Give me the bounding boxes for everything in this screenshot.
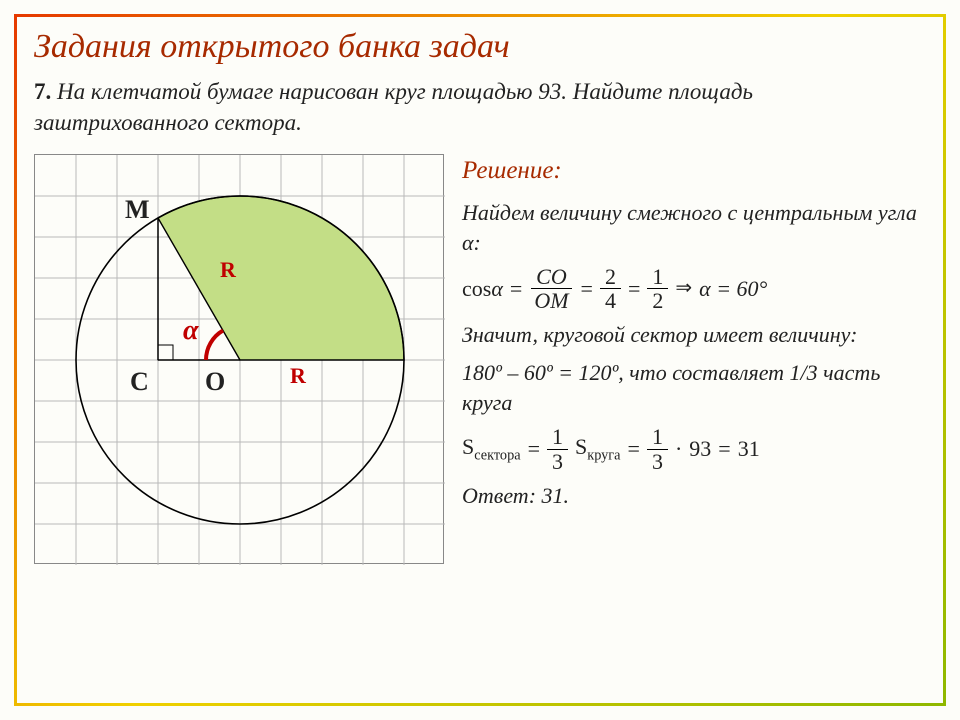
answer-value: 31. <box>542 483 570 508</box>
area-res: 31 <box>738 434 760 464</box>
solution-line2: Значит, круговой сектор имеет величину: <box>462 320 926 350</box>
geometry-figure: M C О R R α <box>34 154 444 564</box>
solution-heading: Решение: <box>462 154 926 188</box>
equals-icon: = <box>581 274 593 304</box>
frac-co-om: CO OM <box>529 265 573 312</box>
cos-lhs: cosα <box>462 274 503 304</box>
solution-column: Решение: Найдем величину смежного с цент… <box>462 154 926 564</box>
area-val: 93 <box>689 434 711 464</box>
label-r2: R <box>290 363 306 389</box>
alpha-result: α = 60° <box>699 274 767 304</box>
label-alpha: α <box>183 315 199 347</box>
page-title: Задания открытого банка задач <box>34 28 926 66</box>
label-m: M <box>125 195 150 225</box>
frac-1-3a: 1 3 <box>547 425 568 472</box>
area-equation: Sсектора = 1 3 Sкруга = 1 3 · 93 = 31 <box>462 425 926 472</box>
equals-icon: = <box>628 434 640 464</box>
page-content: Задания открытого банка задач 7. На клет… <box>34 28 926 692</box>
equals-icon: = <box>528 434 540 464</box>
right-angle-icon <box>158 345 173 360</box>
label-c: C <box>130 367 149 397</box>
figure-svg <box>35 155 445 565</box>
problem-statement: 7. На клетчатой бумаге нарисован круг пл… <box>34 76 926 138</box>
solution-line3: 180º – 60º = 120º, что составляет 1/3 ча… <box>462 358 926 417</box>
equals-icon: = <box>628 274 640 304</box>
equals-icon: = <box>718 434 730 464</box>
frac-1-3b: 1 3 <box>647 425 668 472</box>
problem-text: На клетчатой бумаге нарисован круг площа… <box>34 79 753 135</box>
solution-line1: Найдем величину смежного с центральным у… <box>462 198 926 257</box>
label-r1: R <box>220 257 236 283</box>
answer-line: Ответ: 31. <box>462 481 926 511</box>
two-column-layout: M C О R R α Решение: Найдем величину сме… <box>34 154 926 564</box>
frac-1-2: 1 2 <box>647 265 668 312</box>
cosine-equation: cosα = CO OM = 2 4 = 1 2 ⇒ α = 60° <box>462 265 926 312</box>
label-o: О <box>205 367 225 397</box>
angle-alpha-arc <box>206 331 223 361</box>
equals-icon: = <box>510 274 522 304</box>
answer-label: Ответ: <box>462 483 536 508</box>
dot-icon: · <box>675 434 682 464</box>
problem-number: 7. <box>34 79 51 104</box>
s-circle: Sкруга <box>575 432 621 466</box>
implies-icon: ⇒ <box>675 275 692 302</box>
frac-2-4: 2 4 <box>600 265 621 312</box>
s-sector: Sсектора <box>462 432 521 466</box>
